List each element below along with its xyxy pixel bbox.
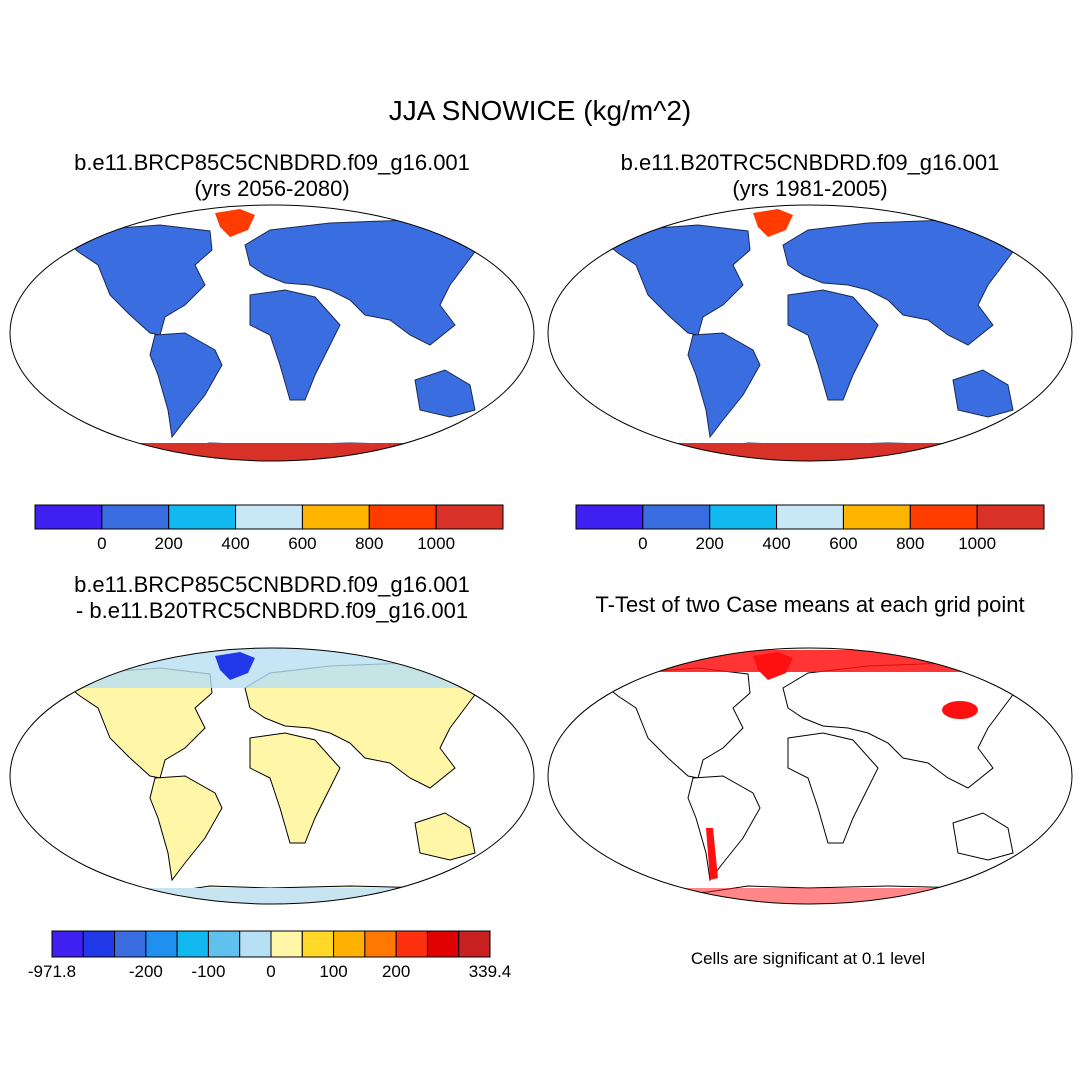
colorbar-box	[168, 504, 237, 530]
colorbar-label: 800	[896, 534, 924, 553]
colorbar-box	[842, 504, 911, 530]
colorbar-label: 200	[382, 962, 410, 981]
colorbar-label: 0	[97, 534, 106, 553]
colorbar-box	[34, 504, 103, 530]
colorbar-label: 400	[762, 534, 790, 553]
colorbar-box	[301, 930, 335, 958]
colorbar-label: 1000	[417, 534, 455, 553]
colorbar-label: 600	[829, 534, 857, 553]
panel-title: (yrs 1981-2005)	[732, 176, 887, 201]
panel-title: b.e11.B20TRC5CNBDRD.f09_g16.001	[621, 150, 1000, 175]
colorbar-box	[82, 930, 116, 958]
colorbar-box	[426, 930, 460, 958]
map-panel	[547, 647, 1073, 905]
colorbar-label: 0	[638, 534, 647, 553]
colorbar-box	[435, 504, 504, 530]
colorbar-box	[458, 930, 491, 958]
colorbar-box	[333, 930, 366, 958]
colorbar-box	[51, 930, 84, 958]
colorbar-label: 0	[266, 962, 275, 981]
map-panel	[9, 647, 535, 905]
colorbar-box	[235, 504, 303, 530]
colorbar-box	[575, 504, 644, 530]
panel-title: (yrs 2056-2080)	[194, 176, 349, 201]
colorbar-label: 800	[355, 534, 383, 553]
colorbar-box	[176, 930, 209, 958]
colorbar-box	[270, 930, 303, 958]
colorbar-box	[909, 504, 978, 530]
colorbar-label: -200	[129, 962, 163, 981]
figure-title: JJA SNOWICE (kg/m^2)	[389, 95, 692, 126]
map-panel	[547, 204, 1073, 462]
panel-title: b.e11.BRCP85C5CNBDRD.f09_g16.001	[74, 572, 470, 597]
colorbar-label: 1000	[958, 534, 996, 553]
colorbar-box	[207, 930, 241, 958]
colorbar-box	[301, 504, 370, 530]
colorbar-box	[101, 504, 170, 530]
note: Cells are significant at 0.1 level	[691, 949, 925, 968]
colorbar-box	[145, 930, 178, 958]
colorbar-box	[976, 504, 1045, 530]
colorbar-label: 200	[696, 534, 724, 553]
colorbar-box	[776, 504, 844, 530]
colorbar-box	[642, 504, 711, 530]
colorbar-box	[395, 930, 428, 958]
panel-title: T-Test of two Case means at each grid po…	[595, 592, 1024, 617]
colorbar-box	[114, 930, 147, 958]
colorbar-box	[368, 504, 437, 530]
map-panel	[9, 204, 535, 462]
colorbar-label: 100	[319, 962, 347, 981]
colorbar-box	[239, 930, 272, 958]
colorbar-box	[364, 930, 397, 958]
panel-title: - b.e11.B20TRC5CNBDRD.f09_g16.001	[76, 598, 468, 623]
colorbar-box	[709, 504, 778, 530]
colorbar-label: 600	[288, 534, 316, 553]
colorbar-label: -100	[191, 962, 225, 981]
colorbar-label: 339.4	[469, 962, 512, 981]
panel-title: b.e11.BRCP85C5CNBDRD.f09_g16.001	[74, 150, 470, 175]
colorbar-label: 200	[155, 534, 183, 553]
colorbar-label: -971.8	[28, 962, 76, 981]
colorbar-label: 400	[221, 534, 249, 553]
